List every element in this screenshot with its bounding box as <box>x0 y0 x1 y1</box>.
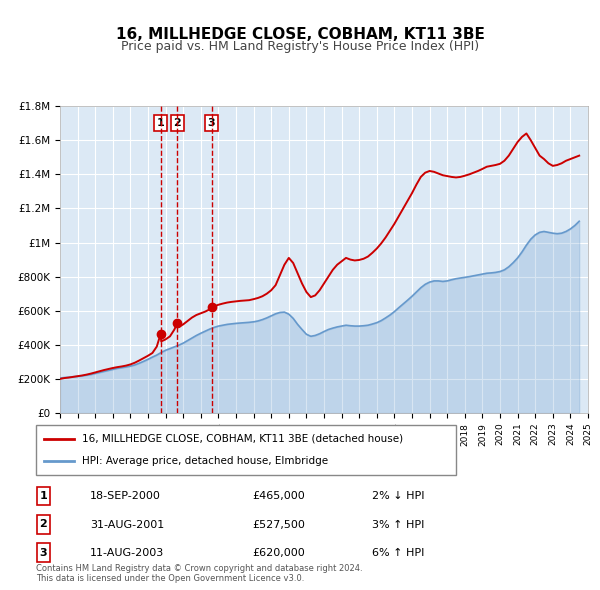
Text: Price paid vs. HM Land Registry's House Price Index (HPI): Price paid vs. HM Land Registry's House … <box>121 40 479 53</box>
Text: 3: 3 <box>208 118 215 128</box>
Text: 2: 2 <box>40 519 47 529</box>
Text: 2: 2 <box>173 118 181 128</box>
Text: 1: 1 <box>40 491 47 501</box>
FancyBboxPatch shape <box>37 515 50 533</box>
FancyBboxPatch shape <box>37 543 50 562</box>
FancyBboxPatch shape <box>36 425 456 475</box>
Text: 16, MILLHEDGE CLOSE, COBHAM, KT11 3BE: 16, MILLHEDGE CLOSE, COBHAM, KT11 3BE <box>116 27 484 41</box>
Text: £620,000: £620,000 <box>252 548 305 558</box>
Text: 6% ↑ HPI: 6% ↑ HPI <box>372 548 424 558</box>
Text: 2% ↓ HPI: 2% ↓ HPI <box>372 491 425 501</box>
Text: 1: 1 <box>157 118 164 128</box>
Text: £527,500: £527,500 <box>252 520 305 529</box>
Text: Contains HM Land Registry data © Crown copyright and database right 2024.
This d: Contains HM Land Registry data © Crown c… <box>36 563 362 583</box>
Text: 11-AUG-2003: 11-AUG-2003 <box>90 548 164 558</box>
Text: 18-SEP-2000: 18-SEP-2000 <box>90 491 161 501</box>
Text: £465,000: £465,000 <box>252 491 305 501</box>
Text: 31-AUG-2001: 31-AUG-2001 <box>90 520 164 529</box>
FancyBboxPatch shape <box>37 487 50 505</box>
Text: 3% ↑ HPI: 3% ↑ HPI <box>372 520 424 529</box>
Text: HPI: Average price, detached house, Elmbridge: HPI: Average price, detached house, Elmb… <box>82 456 328 466</box>
Text: 16, MILLHEDGE CLOSE, COBHAM, KT11 3BE (detached house): 16, MILLHEDGE CLOSE, COBHAM, KT11 3BE (d… <box>82 434 403 444</box>
Text: 3: 3 <box>40 548 47 558</box>
